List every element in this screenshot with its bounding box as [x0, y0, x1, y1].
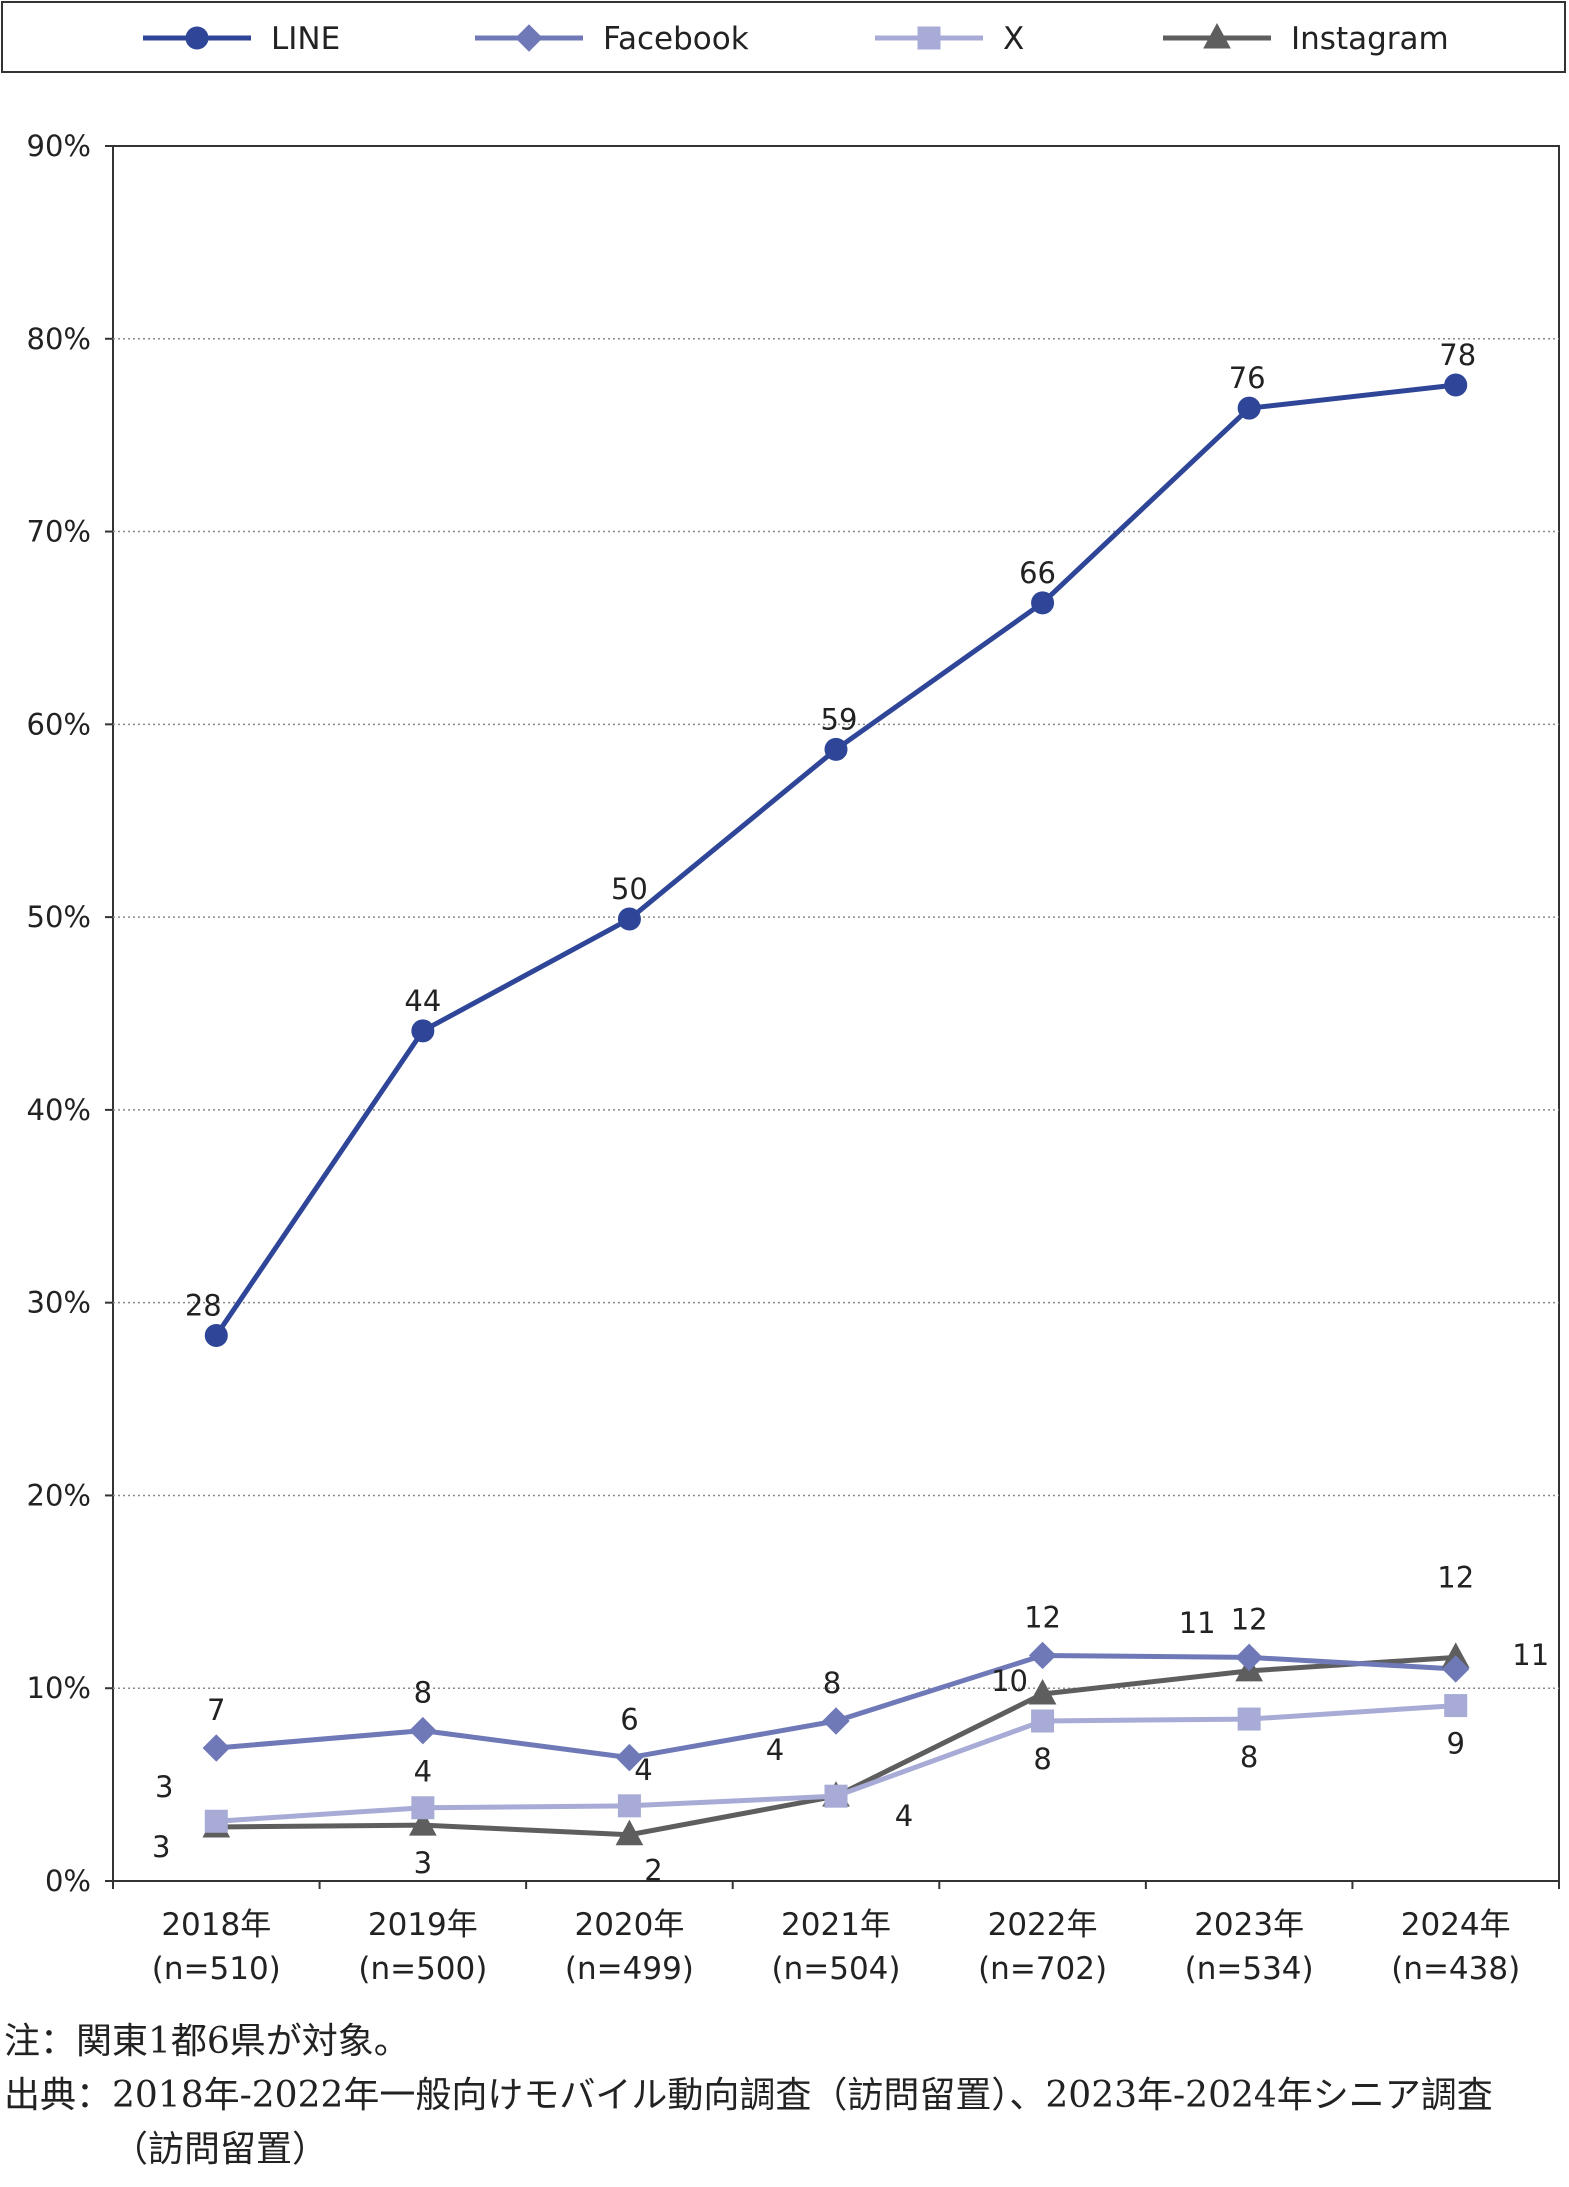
data-label-line: 44 — [404, 984, 441, 1018]
x-axis: 2018年 (n=510) 2019年 (n=500) 2020年 (n=499) 2021… — [112, 1881, 1560, 1987]
data-point-line — [617, 907, 641, 931]
y-tick-label: 40% — [27, 1093, 91, 1127]
data-point-facebook — [615, 1743, 644, 1772]
data-point-x — [824, 1784, 848, 1808]
y-tick-label: 70% — [27, 515, 91, 549]
data-point-x — [617, 1794, 641, 1818]
data-point-x — [1444, 1694, 1468, 1718]
data-label-facebook: 11 — [1512, 1638, 1549, 1672]
x-tick-label: 2018年 — [161, 1907, 271, 1943]
gridlines — [113, 338, 1559, 1689]
data-point-x — [1031, 1709, 1055, 1733]
data-label-line: 78 — [1439, 338, 1476, 372]
data-point-line — [411, 1019, 435, 1043]
data-point-instagram — [1028, 1678, 1057, 1705]
data-point-facebook — [409, 1716, 437, 1745]
data-point-facebook — [1028, 1641, 1057, 1670]
series-group — [202, 373, 1470, 1846]
legend-label: Facebook — [603, 21, 749, 57]
data-label-line: 28 — [185, 1288, 222, 1322]
x-tick-sublabel: (n=499) — [565, 1951, 694, 1987]
x-tick-sublabel: (n=510) — [152, 1951, 281, 1987]
data-label-x: 8 — [1240, 1740, 1258, 1774]
note-source-continued: （訪問留置） — [112, 2129, 329, 2170]
data-label-instagram: 4 — [895, 1799, 913, 1833]
data-label-instagram: 10 — [991, 1664, 1028, 1698]
data-label-facebook: 8 — [823, 1666, 841, 1700]
data-point-facebook — [822, 1707, 850, 1735]
x-tick-label: 2019年 — [368, 1907, 478, 1943]
x-tick-label: 2024年 — [1401, 1907, 1511, 1943]
data-point-instagram — [409, 1810, 437, 1836]
y-tick-label: 0% — [45, 1864, 91, 1898]
data-point-instagram — [615, 1819, 644, 1846]
data-point-facebook — [1235, 1643, 1263, 1672]
plot-area — [112, 145, 1560, 1882]
legend-label: X — [1003, 21, 1024, 57]
legend-marker-facebook — [515, 24, 543, 52]
x-tick-sublabel: (n=702) — [978, 1951, 1107, 1987]
data-label-line: 76 — [1229, 361, 1266, 395]
y-tick-label: 90% — [27, 129, 91, 163]
data-point-x — [411, 1796, 435, 1820]
x-tick-sublabel: (n=534) — [1185, 1951, 1314, 1987]
y-tick-label: 60% — [27, 707, 91, 741]
data-label-x: 4 — [634, 1753, 652, 1787]
legend-label: LINE — [271, 21, 340, 57]
data-label-instagram: 12 — [1437, 1560, 1474, 1594]
y-axis: 0% 10% 20% 30% 40% 50% 60% 70% 80% 90% — [27, 129, 113, 1898]
y-tick-label: 20% — [27, 1478, 91, 1512]
legend-marker-x — [917, 26, 941, 50]
x-tick-label: 2021年 — [781, 1907, 891, 1943]
x-tick-label: 2020年 — [574, 1907, 684, 1943]
data-label-x: 4 — [766, 1733, 784, 1767]
legend-box — [1, 1, 1566, 73]
data-point-line — [1237, 396, 1261, 420]
chart-notes: 注：関東1都6県が対象。 出典：2018年-2022年一般向けモバイル動向調査（… — [4, 2015, 1564, 2177]
legend: LINE Facebook X Instagram — [143, 21, 1449, 57]
data-point-line — [824, 737, 848, 761]
x-tick-label: 2023年 — [1194, 1907, 1304, 1943]
x-tick-sublabel: (n=438) — [1391, 1951, 1520, 1987]
data-point-x — [204, 1809, 228, 1833]
data-point-line — [1031, 591, 1055, 615]
data-label-facebook: 12 — [1024, 1600, 1061, 1634]
data-label-x: 8 — [1033, 1742, 1051, 1776]
legend-marker-line — [185, 26, 209, 50]
data-point-facebook — [1442, 1655, 1470, 1683]
data-label-line: 59 — [821, 702, 858, 736]
data-label-x: 4 — [414, 1755, 432, 1789]
data-label-facebook: 7 — [207, 1693, 225, 1727]
x-tick-sublabel: (n=504) — [772, 1951, 901, 1987]
data-point-line — [204, 1323, 228, 1347]
data-label-instagram: 3 — [152, 1830, 170, 1864]
y-tick-label: 80% — [27, 322, 91, 356]
data-point-x — [1237, 1707, 1261, 1731]
note-source: 出典：2018年-2022年一般向けモバイル動向調査（訪問留置）、2023年-2… — [4, 2075, 1493, 2116]
data-point-line — [1444, 373, 1468, 397]
y-tick-label: 50% — [27, 900, 91, 934]
legend-label: Instagram — [1291, 21, 1449, 57]
y-tick-label: 10% — [27, 1671, 91, 1705]
data-label-x: 9 — [1446, 1727, 1464, 1761]
line-chart: LINE Facebook X Instagram 0% 10% 20% 30% 40% 50%… — [1, 1, 1566, 1987]
data-label-instagram: 11 — [1179, 1606, 1216, 1640]
x-tick-label: 2022年 — [988, 1907, 1098, 1943]
data-label-line: 66 — [1019, 556, 1056, 590]
y-tick-label: 30% — [27, 1286, 91, 1320]
data-label-x: 3 — [155, 1770, 173, 1804]
data-label-instagram: 2 — [644, 1854, 662, 1888]
x-tick-sublabel: (n=500) — [358, 1951, 487, 1987]
data-label-line: 50 — [611, 872, 648, 906]
series-line-line — [214, 382, 1456, 1337]
data-label-facebook: 6 — [620, 1703, 638, 1737]
data-label-facebook: 8 — [414, 1676, 432, 1710]
data-label-facebook: 12 — [1231, 1602, 1268, 1636]
data-point-facebook — [202, 1734, 230, 1762]
note-scope: 注：関東1都6県が対象。 — [4, 2021, 410, 2062]
legend-marker-instagram — [1203, 22, 1231, 49]
data-label-instagram: 3 — [414, 1846, 432, 1880]
